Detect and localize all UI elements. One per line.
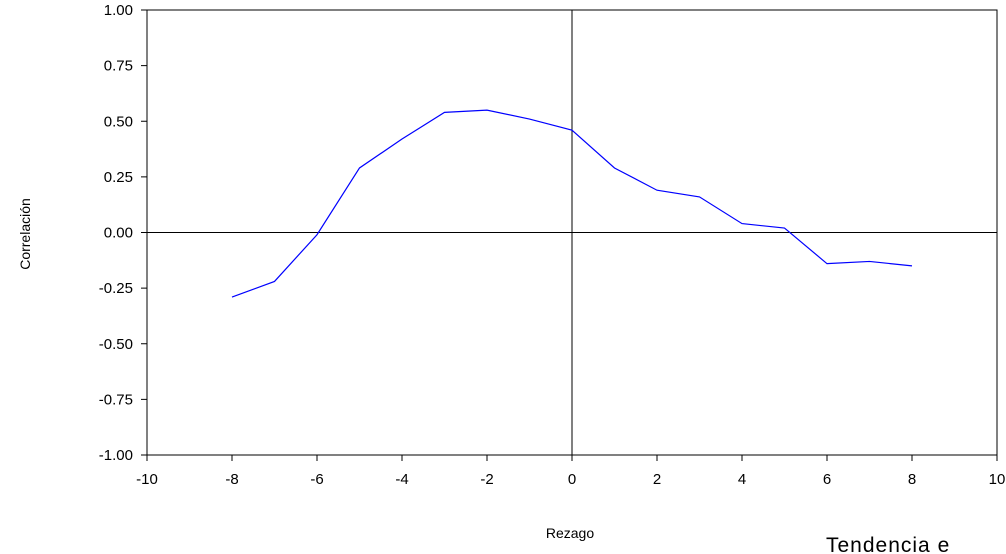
y-tick-label: -0.50 <box>99 336 133 353</box>
ccf-series-line <box>231 109 913 298</box>
x-tick-label: 10 <box>989 471 1006 488</box>
x-tick-label: 4 <box>738 471 746 488</box>
x-tick-label: 2 <box>653 471 661 488</box>
plot-area <box>146 9 998 456</box>
y-tick-label: 0.00 <box>104 225 133 242</box>
y-tick-label: -1.00 <box>99 447 133 464</box>
x-tick-label: -6 <box>310 471 323 488</box>
y-axis-title: Correlación <box>17 198 33 270</box>
x-tick-label: 8 <box>908 471 916 488</box>
x-tick-label: -4 <box>395 471 408 488</box>
y-tick-label: -0.75 <box>99 391 133 408</box>
y-tick-label: 0.25 <box>104 169 133 186</box>
y-tick-label: -0.25 <box>99 280 133 297</box>
x-axis-title: Rezago <box>546 525 594 541</box>
x-tick-label: -10 <box>136 471 158 488</box>
x-axis-ticks: -10 -8 -6 -4 -2 0 2 4 6 8 10 <box>136 455 1005 488</box>
chart-caption: Tendencia e <box>826 534 950 554</box>
y-axis-ticks: 1.00 0.75 0.50 0.25 0.00 -0.25 -0.50 -0.75 -1.00 <box>99 2 147 464</box>
x-tick-label: -2 <box>480 471 493 488</box>
y-tick-label: 0.75 <box>104 58 133 75</box>
series-layer <box>231 109 913 298</box>
x-tick-label: 0 <box>568 471 576 488</box>
y-tick-label: 0.50 <box>104 113 133 130</box>
y-tick-label: 1.00 <box>104 2 133 19</box>
x-tick-label: -8 <box>225 471 238 488</box>
x-tick-label: 6 <box>823 471 831 488</box>
